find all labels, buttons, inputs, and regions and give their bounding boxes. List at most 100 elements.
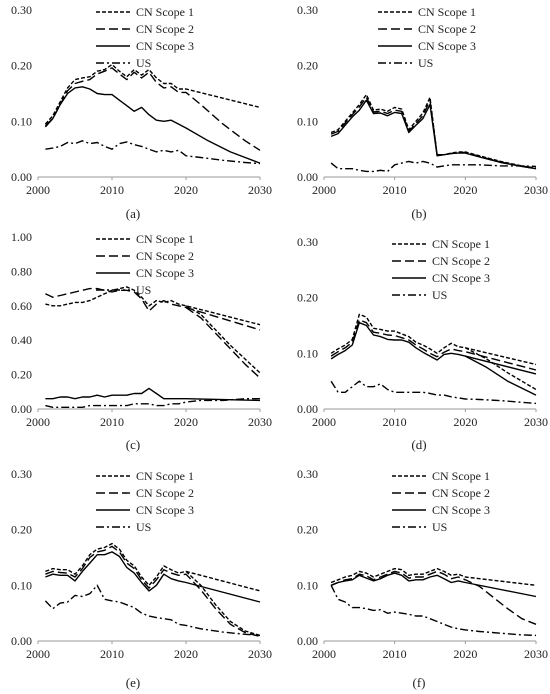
x-tick-label: 2010	[100, 183, 124, 197]
series-line-cn-scope-1	[45, 286, 261, 326]
legend-label: CN Scope 3	[432, 503, 490, 517]
y-tick-label: 0.00	[11, 402, 32, 416]
series-line-us	[44, 584, 261, 637]
legend-label: CN Scope 2	[432, 486, 490, 500]
legend-label: CN Scope 1	[418, 5, 476, 19]
legend-label: CN Scope 3	[136, 503, 194, 517]
x-tick-label: 2030	[248, 647, 272, 661]
chart-panel-3: 0.00 0.20 0.40 0.60 0.80 1.00 2000 2010 2020 2030…	[11, 230, 272, 452]
chart-panel-6: 0.00 0.10 0.20 0.30 2000 2010 2020 2030 CN Scope…	[297, 467, 548, 690]
y-tick-label: 0.00	[297, 170, 318, 184]
chart-panel-5: 0.00 0.10 0.20 0.30 2000 2010 2020 2030 CN Scope…	[11, 467, 272, 690]
y-tick-label: 0.10	[297, 114, 318, 128]
series-line-cn-scope-3	[330, 322, 537, 375]
legend-label: CN Scope 2	[136, 22, 194, 36]
panel-caption: (e)	[126, 675, 140, 690]
panel-caption: (a)	[126, 206, 140, 221]
legend-label: US	[136, 56, 151, 70]
x-tick-label: 2030	[524, 183, 548, 197]
y-tick-label: 0.30	[297, 3, 318, 17]
x-tick-label: 2030	[248, 415, 272, 429]
chart-panel-4: 0.00 0.10 0.20 0.30 2000 2010 2020 2030 CN Scope…	[297, 235, 548, 452]
legend-label: CN Scope 2	[136, 486, 194, 500]
x-tick-label: 2020	[453, 183, 477, 197]
x-tick-label: 2010	[383, 415, 407, 429]
y-tick-label: 0.00	[11, 170, 32, 184]
y-tick-label: 0.30	[297, 235, 318, 249]
x-tick-label: 2000	[312, 183, 336, 197]
series-line-cn-scope-1-decline	[464, 347, 537, 391]
x-tick-label: 2000	[26, 183, 50, 197]
legend-label: US	[432, 520, 447, 534]
legend-label: CN Scope 1	[432, 469, 490, 483]
x-tick-label: 2030	[524, 415, 548, 429]
x-tick-label: 2010	[383, 183, 407, 197]
x-tick-label: 2020	[174, 415, 198, 429]
y-tick-label: 0.10	[297, 578, 318, 592]
x-tick-label: 2030	[248, 183, 272, 197]
series-line-cn-scope-3	[330, 572, 537, 598]
y-tick-label: 0.20	[297, 59, 318, 73]
x-tick-label: 2010	[100, 415, 124, 429]
series-line-cn-scope-3	[330, 99, 537, 170]
x-tick-label: 2010	[100, 647, 124, 661]
legend-label: CN Scope 3	[136, 39, 194, 53]
legend-label: CN Scope 1	[136, 469, 194, 483]
y-tick-label: 0.80	[11, 264, 32, 278]
y-tick-label: 0.10	[11, 578, 32, 592]
y-tick-label: 0.60	[11, 299, 32, 313]
legend-label: CN Scope 3	[432, 271, 490, 285]
x-tick-label: 2000	[26, 647, 50, 661]
series-line-cn-scope-2	[330, 319, 537, 371]
y-tick-label: 0.00	[297, 634, 318, 648]
x-tick-label: 2000	[26, 415, 50, 429]
y-tick-label: 0.40	[11, 333, 32, 347]
series-line-us	[45, 398, 260, 408]
legend-label: CN Scope 1	[136, 232, 194, 246]
chart-panel-1: 0.00 0.10 0.20 0.30 2000 2010 2020 2030 CN Scope…	[11, 3, 272, 221]
legend-label: US	[136, 520, 151, 534]
y-tick-label: 0.00	[297, 402, 318, 416]
series-line-cn-scope-1	[44, 63, 261, 125]
y-tick-label: 0.20	[297, 291, 318, 305]
y-tick-label: 0.30	[297, 467, 318, 481]
y-tick-label: 0.20	[11, 523, 32, 537]
series-line-cn-scope-2	[45, 287, 261, 331]
y-tick-label: 0.30	[11, 3, 32, 17]
x-tick-label: 2020	[174, 647, 198, 661]
legend-label: US	[432, 288, 447, 302]
y-tick-label: 1.00	[11, 230, 32, 244]
panel-caption: (d)	[411, 437, 426, 452]
chart-panel-2: 0.00 0.10 0.20 0.30 2000 2010 2020 2030 CN Scope…	[297, 3, 548, 221]
legend-label: CN Scope 2	[432, 254, 490, 268]
y-tick-label: 0.00	[11, 634, 32, 648]
y-tick-label: 0.20	[297, 523, 318, 537]
series-line-cn-scope-3	[44, 86, 261, 164]
series-line-us	[45, 140, 261, 165]
panel-caption: (f)	[413, 675, 426, 690]
legend-label: CN Scope 2	[136, 249, 194, 263]
series-line-us	[330, 584, 537, 637]
series-line-cn-scope-2-decline	[185, 306, 261, 379]
series-line-cn-scope-2	[44, 67, 261, 151]
series-line-cn-scope-3	[45, 551, 261, 603]
series-line-cn-scope-2	[330, 570, 537, 625]
panel-caption: (c)	[126, 437, 140, 452]
y-tick-label: 0.10	[11, 114, 32, 128]
legend-label: CN Scope 2	[418, 22, 476, 36]
y-tick-label: 0.20	[11, 368, 32, 382]
legend-label: CN Scope 3	[418, 39, 476, 53]
legend-label: US	[418, 56, 433, 70]
legend-label: CN Scope 3	[136, 266, 194, 280]
series-line-us	[330, 380, 537, 405]
series-line-cn-scope-1-decline	[185, 570, 261, 637]
x-tick-label: 2020	[453, 415, 477, 429]
series-line-cn-scope-2	[45, 545, 261, 638]
series-line-cn-scope-1	[330, 313, 537, 366]
series-line-cn-scope-1-decline	[185, 305, 261, 374]
x-tick-label: 2010	[383, 647, 407, 661]
y-tick-label: 0.10	[297, 346, 318, 360]
panel-caption: (b)	[411, 206, 426, 221]
x-tick-label: 2000	[312, 647, 336, 661]
